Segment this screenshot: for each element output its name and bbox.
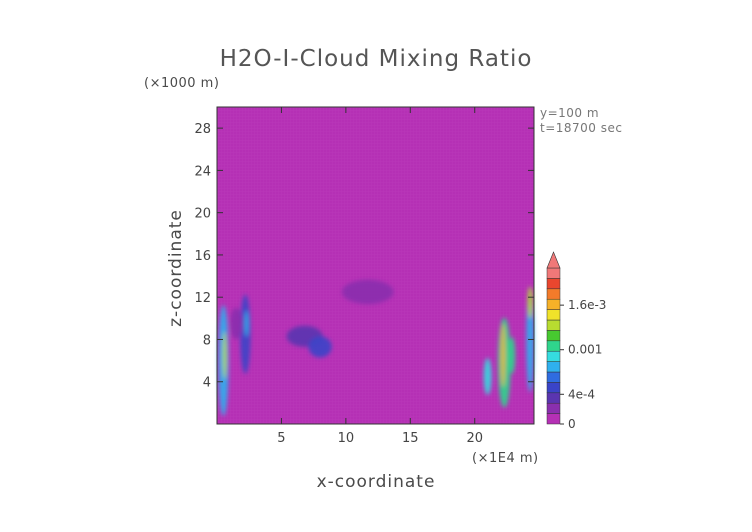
- y-tick-label: 16: [194, 249, 211, 264]
- chart-title: H2O-I-Cloud Mixing Ratio: [219, 46, 533, 72]
- cloud-feature: [508, 336, 516, 374]
- colorbar-segment: [546, 361, 561, 373]
- colorbar-segment: [546, 371, 561, 383]
- colorbar-segment: [546, 288, 561, 300]
- cloud-features: [218, 279, 534, 417]
- colorbar-extend-arrow: [546, 251, 561, 269]
- colorbar-segment: [546, 340, 561, 352]
- colorbar-label: 1.6e-3: [568, 298, 606, 312]
- cloud-feature: [527, 286, 533, 319]
- y-tick-label: 4: [203, 376, 211, 391]
- cloud-feature: [308, 336, 332, 358]
- y-tick-label: 28: [194, 122, 211, 137]
- colorbar-segment: [546, 309, 561, 321]
- x-tick-label: 15: [402, 431, 419, 446]
- grid-texture: [217, 107, 534, 424]
- cloud-feature: [244, 310, 249, 337]
- x-axis-unit: (×1E4 m): [472, 451, 539, 466]
- x-tick-label: 10: [338, 431, 355, 446]
- y-axis-unit: (×1000 m): [144, 76, 220, 91]
- colorbar-segment: [546, 267, 561, 279]
- y-position-annotation: y=100 m: [540, 106, 600, 120]
- y-tick-label: 12: [194, 291, 211, 306]
- plot-frame: [216, 106, 535, 425]
- cloud-feature: [341, 279, 394, 305]
- colorbar-segment: [546, 350, 561, 362]
- cloud-feature: [483, 357, 492, 395]
- cloud-feature: [222, 331, 227, 380]
- colorbar-segment: [546, 330, 561, 342]
- cloud-feature: [240, 294, 251, 374]
- colorbar-segment: [546, 298, 561, 310]
- colorbar-label: 0: [568, 417, 576, 431]
- cloud-feature: [501, 323, 506, 388]
- x-tick-label: 20: [466, 431, 483, 446]
- y-tick-label: 24: [194, 164, 211, 179]
- colorbar-segment: [546, 319, 561, 331]
- x-axis-label: x-coordinate: [316, 472, 436, 492]
- y-tick-label: 20: [194, 207, 211, 222]
- colorbar-label: 4e-4: [568, 387, 595, 401]
- time-annotation: t=18700 sec: [540, 121, 623, 135]
- colorbar-segment: [546, 382, 561, 394]
- colorbar-segment: [546, 278, 561, 290]
- cloud-feature: [229, 307, 243, 340]
- x-tick-label: 5: [277, 431, 285, 446]
- colorbar-label: 0.001: [568, 343, 602, 357]
- y-tick-label: 8: [203, 333, 211, 348]
- colorbar-segment: [546, 392, 561, 404]
- colorbar-segment: [546, 413, 561, 425]
- colorbar-segment: [546, 402, 561, 414]
